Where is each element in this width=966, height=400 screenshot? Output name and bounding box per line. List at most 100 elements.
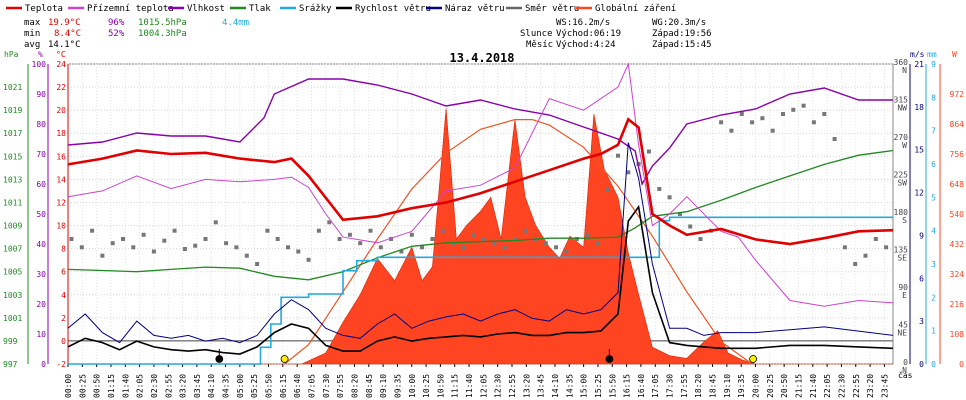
axis-dir-label-2: E — [902, 291, 907, 300]
astro-info: WS:16.2m/s WG:20.3m/s Slunce Východ:06:1… — [520, 18, 712, 50]
plot-area: 00:00 00:25 00:50 01:15 01:40 02:05 02:30 02:55… — [3, 58, 964, 398]
axis-degc-tick-12: 22 — [56, 83, 66, 92]
time-label-19: 07:55 — [336, 374, 345, 398]
axis-dir-label-1: NE — [897, 329, 907, 338]
wind-dir-point-25 — [327, 220, 332, 225]
axis-pct-tick-10: 100 — [32, 60, 47, 69]
axis-hpa-tick-4: 1005 — [3, 268, 22, 277]
wind-dir-point-59 — [677, 212, 682, 216]
wind-dir-point-2 — [90, 228, 95, 233]
time-label-3: 01:15 — [107, 374, 116, 398]
wind-dir-point-51 — [595, 241, 600, 246]
legend-label-1: Přízemní teplota — [87, 4, 174, 14]
axis-dir-tick-6: 270 — [894, 133, 909, 142]
wind-dir-point-12 — [193, 243, 198, 248]
wind-dir-point-72 — [811, 120, 816, 125]
wind-dir-point-79 — [884, 245, 889, 250]
wind-dir-point-21 — [286, 245, 290, 250]
wind-dir-point-32 — [399, 249, 404, 254]
axis-hpa-tick-10: 1017 — [3, 129, 22, 138]
sun-label: Slunce — [520, 29, 553, 39]
axis-pct-tick-2: 20 — [36, 300, 46, 309]
wind-dir-point-20 — [275, 237, 280, 241]
time-label-41: 17:05 — [651, 374, 660, 398]
wind-dir-point-30 — [378, 245, 383, 250]
axis-degc-tick-6: 10 — [56, 222, 66, 231]
axis-dir-tick-7: 315 — [894, 96, 909, 105]
legend-label-7: Směr větru — [525, 4, 579, 14]
axis-w-tick-0: 0 — [959, 360, 964, 369]
stats-min-temp: 8.4°C — [54, 29, 81, 39]
time-label-4: 01:40 — [121, 374, 130, 398]
axis-hpa-tick-5: 1007 — [3, 245, 22, 254]
axis-ms-tick-3: 9 — [919, 231, 924, 240]
wind-dir-point-57 — [657, 187, 662, 191]
wind-dir-point-75 — [842, 245, 847, 250]
time-label-28: 11:40 — [465, 374, 474, 398]
wind-dir-point-54 — [626, 170, 631, 175]
time-label-26: 10:50 — [436, 374, 445, 398]
axis-mm-tick-8: 8 — [931, 93, 936, 102]
stats-min-label: min — [24, 29, 40, 39]
axis-unit-w: W — [952, 50, 957, 59]
axis-hpa-tick-7: 1011 — [3, 198, 22, 207]
time-label-21: 08:45 — [365, 374, 374, 398]
wind-dir-point-44 — [523, 228, 528, 233]
axis-dir-label-7: NW — [897, 104, 907, 113]
time-label-0: 00:00 — [64, 374, 73, 398]
time-label-20: 08:20 — [350, 374, 359, 398]
axis-pct-tick-7: 70 — [36, 150, 46, 159]
wind-dir-point-65 — [739, 112, 744, 116]
time-label-33: 13:45 — [537, 374, 546, 398]
legend-label-5: Rychlost větru — [355, 4, 431, 14]
axis-w-tick-1: 108 — [950, 330, 965, 339]
series-temperature — [67, 117, 894, 246]
wind-dir-point-0 — [69, 237, 74, 241]
axis-mm-tick-0: 0 — [931, 360, 936, 369]
axis-dir-tick-8: 360 — [894, 58, 909, 67]
axis-degc-tick-2: 2 — [61, 314, 66, 323]
axis-unit-degc: °C — [56, 50, 66, 59]
time-label-44: 18:20 — [694, 374, 703, 398]
wind-dir-point-68 — [770, 128, 775, 133]
wind-dir-point-38 — [461, 245, 466, 250]
wind-dir-point-77 — [863, 253, 868, 258]
axis-dir-tick-1: 45 — [898, 321, 908, 330]
time-label-40: 16:40 — [637, 374, 646, 398]
stats-avg-temp: 14.1°C — [48, 40, 81, 50]
time-label-24: 10:00 — [408, 374, 417, 398]
wind-dir-point-14 — [213, 220, 218, 225]
time-label-52: 21:40 — [809, 374, 818, 398]
axis-ms-tick-6: 18 — [914, 103, 924, 112]
wind-dir-point-43 — [512, 237, 517, 241]
time-label-8: 03:20 — [179, 374, 188, 398]
wind-dir-point-18 — [255, 262, 260, 266]
time-label-18: 07:30 — [322, 374, 331, 398]
time-label-42: 17:30 — [666, 374, 675, 398]
wind-ws: WS:16.2m/s — [556, 18, 610, 28]
marker-sun-rise — [280, 355, 289, 363]
axis-mm-tick-9: 9 — [931, 60, 936, 69]
axis-dir-tick-4: 180 — [894, 208, 909, 217]
axis-mm-tick-1: 1 — [931, 327, 936, 336]
wind-dir-point-50 — [585, 232, 590, 237]
axis-degc-tick-0: -2 — [56, 360, 66, 369]
time-label-46: 19:10 — [723, 374, 732, 398]
axis-degc-tick-4: 6 — [61, 268, 66, 277]
time-label-49: 20:25 — [766, 374, 775, 398]
wind-dir-point-69 — [781, 112, 785, 116]
axis-ms-tick-4: 12 — [914, 189, 924, 198]
wind-dir-point-58 — [667, 195, 672, 200]
wind-dir-point-34 — [420, 245, 425, 250]
wind-dir-point-13 — [203, 237, 208, 241]
legend-label-6: Náraz větru — [445, 4, 505, 14]
axis-ms-tick-7: 21 — [914, 60, 924, 69]
axis-pct-tick-4: 40 — [36, 240, 46, 249]
axis-dir-tick-2: 90 — [898, 283, 908, 292]
legend-label-8: Globální záření — [595, 4, 676, 14]
legend: Teplota Přízemní teplota Vlhkost Tlak Srážky… — [6, 4, 676, 14]
wind-dir-point-10 — [172, 228, 177, 233]
wind-dir-point-46 — [543, 241, 548, 246]
wind-dir-point-66 — [750, 120, 755, 125]
